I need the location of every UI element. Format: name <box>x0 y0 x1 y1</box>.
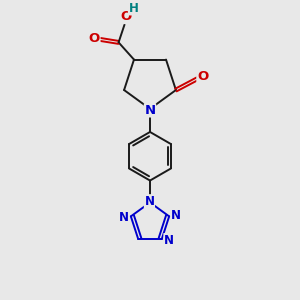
Text: N: N <box>164 234 174 247</box>
Text: N: N <box>144 195 154 208</box>
Text: H: H <box>128 2 138 15</box>
Text: O: O <box>120 11 131 23</box>
Text: O: O <box>197 70 208 83</box>
Text: N: N <box>119 211 129 224</box>
Text: N: N <box>144 104 156 117</box>
Text: N: N <box>171 209 181 222</box>
Text: O: O <box>89 32 100 45</box>
